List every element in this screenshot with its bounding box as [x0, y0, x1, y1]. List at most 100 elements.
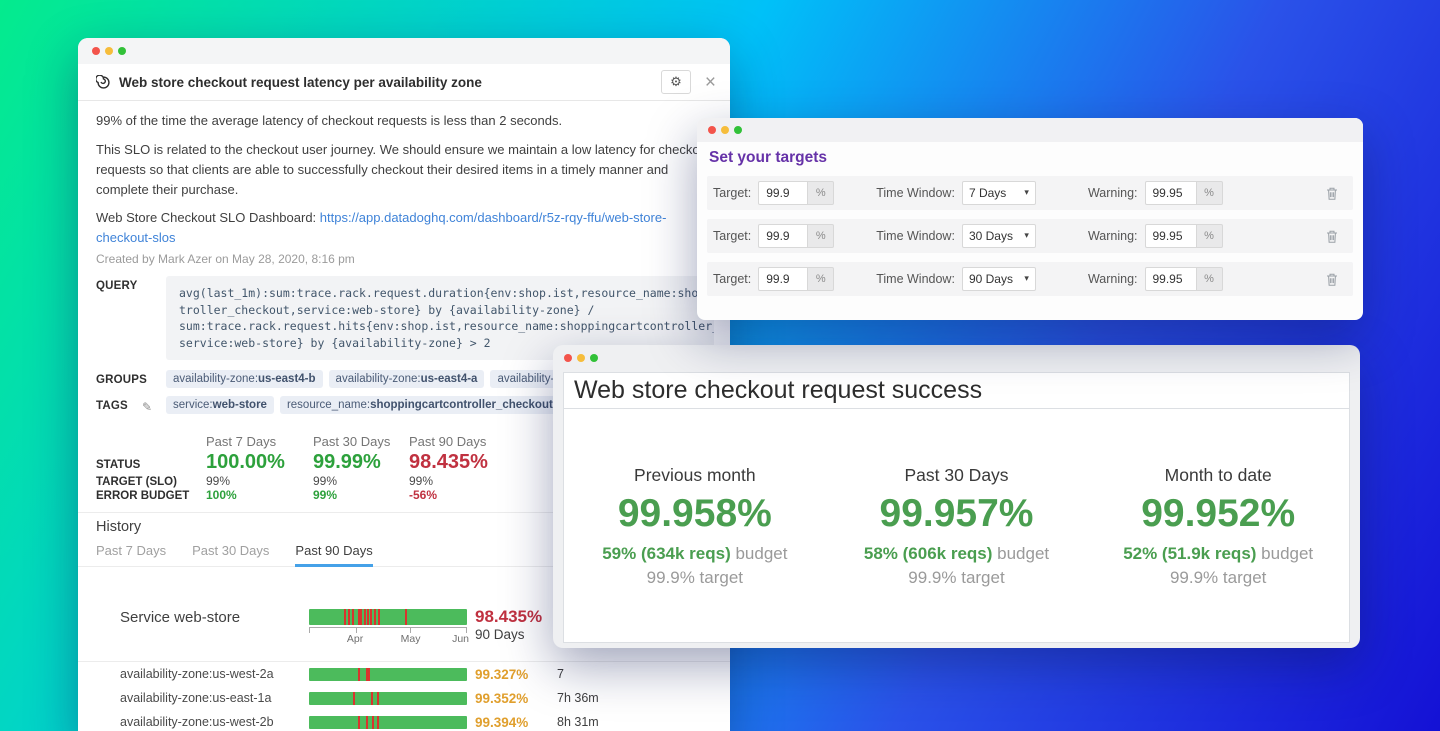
tab-past-90-days[interactable]: Past 90 Days	[295, 543, 373, 567]
zone-status-value: 99.352%	[475, 690, 529, 706]
zone-status-value: 99.327%	[475, 666, 529, 682]
window-close-dot[interactable]	[708, 126, 716, 134]
slo-title: Web store checkout request latency per a…	[119, 74, 482, 90]
success-percentage: 99.952%	[1141, 492, 1296, 535]
axis-tick-label: May	[400, 633, 421, 645]
success-col-label: Past 30 Days	[904, 465, 1009, 485]
target-row-label: TARGET (SLO)	[96, 476, 177, 488]
edit-tags-icon[interactable]: ✎	[142, 400, 153, 414]
time-window-select[interactable]: 90 Days ▾	[961, 267, 1036, 291]
status-col-header: Past 7 Days	[206, 434, 277, 449]
status-row-label: STATUS	[96, 459, 141, 471]
target-row-30-days: Target: 99.9% Time Window: 30 Days ▾ Warn…	[707, 219, 1353, 253]
dashboard-label: Web Store Checkout SLO Dashboard:	[96, 210, 320, 225]
success-col-label: Previous month	[634, 465, 756, 485]
target-label: Target:	[713, 186, 752, 200]
delete-row-trash-icon[interactable]	[1325, 186, 1339, 201]
zone-status-value: 99.394%	[475, 714, 529, 730]
success-target-line: 99.9% target	[1169, 568, 1267, 587]
zone-history-row: availability-zone:us-east-1a 99.352% 7h …	[96, 686, 714, 710]
warning-label: Warning:	[1087, 272, 1138, 286]
error-budget-value: -56%	[409, 488, 438, 502]
window-close-dot[interactable]	[92, 47, 100, 55]
success-target-line: 99.9% target	[646, 568, 744, 587]
success-budget-line: 59% (634k reqs) budget	[602, 544, 788, 563]
window-zoom-dot[interactable]	[590, 354, 598, 362]
target-input[interactable]: 99.9	[758, 181, 809, 205]
close-icon[interactable]: ×	[704, 71, 716, 93]
status-value: 100.00%	[206, 451, 285, 473]
percent-suffix: %	[808, 224, 835, 248]
group-pill: availability-zone:us-east4-a	[328, 370, 485, 388]
time-window-label: Time Window:	[876, 272, 955, 286]
success-budget-line: 52% (51.9k reqs) budget	[1123, 544, 1314, 563]
zone-history-row: availability-zone:us-west-2a 99.327% 7	[96, 662, 714, 686]
chevron-down-icon: ▾	[1024, 231, 1029, 241]
axis-tick-label: Jun	[452, 633, 469, 645]
error-budget-row-label: ERROR BUDGET	[96, 490, 190, 502]
zone-budget-value: 8h 31m	[557, 715, 599, 729]
window-length-label: 90 Days	[475, 627, 525, 642]
tab-past-30-days[interactable]: Past 30 Days	[192, 543, 270, 558]
success-col-previous-month: Previous month 99.958% 59% (634k reqs) b…	[564, 465, 826, 642]
target-input[interactable]: 99.9	[758, 267, 809, 291]
time-window-select[interactable]: 7 Days ▾	[961, 181, 1036, 205]
error-budget-value: 100%	[206, 488, 237, 502]
delete-row-trash-icon[interactable]	[1325, 229, 1339, 244]
warning-label: Warning:	[1087, 229, 1138, 243]
success-percentage: 99.958%	[617, 492, 772, 535]
window-zoom-dot[interactable]	[734, 126, 742, 134]
tag-pill: resource_name:shoppingcartcontroller_che…	[279, 396, 560, 414]
percent-suffix: %	[1196, 181, 1223, 205]
time-window-label: Time Window:	[876, 186, 955, 200]
slo-titlebar: Web store checkout request latency per a…	[78, 64, 730, 101]
target-input[interactable]: 99.9	[758, 224, 809, 248]
query-text: avg(last_1m):sum:trace.rack.request.dura…	[166, 276, 714, 360]
service-history-row: Service web-store 98.435%	[96, 607, 714, 627]
axis-tick-label: Apr	[346, 633, 364, 645]
warning-input[interactable]: 99.95	[1144, 224, 1197, 248]
window-minimize-dot[interactable]	[721, 126, 729, 134]
slo-content: 99% of the time the average latency of c…	[78, 101, 730, 731]
warning-input[interactable]: 99.95	[1144, 267, 1197, 291]
window-chrome	[78, 38, 730, 64]
percent-suffix: %	[808, 181, 835, 205]
window-close-dot[interactable]	[564, 354, 572, 362]
slo-description-2: This SLO is related to the checkout user…	[96, 142, 711, 197]
groups-label: GROUPS	[96, 374, 148, 386]
query-row: QUERY avg(last_1m):sum:trace.rack.reques…	[96, 276, 714, 360]
delete-row-trash-icon[interactable]	[1325, 272, 1339, 287]
time-window-select[interactable]: 30 Days ▾	[961, 224, 1036, 248]
gear-button[interactable]: ⚙	[660, 70, 691, 94]
window-zoom-dot[interactable]	[118, 47, 126, 55]
success-window: Web store checkout request success Previ…	[553, 345, 1360, 648]
slo-spiral-icon	[96, 74, 111, 90]
success-col-month-to-date: Month to date 99.952% 52% (51.9k reqs) b…	[1087, 465, 1349, 642]
window-minimize-dot[interactable]	[577, 354, 585, 362]
target-row-90-days: Target: 99.9% Time Window: 90 Days ▾ Warn…	[707, 262, 1353, 296]
success-title: Web store checkout request success	[574, 376, 983, 404]
history-tabs: Past 7 Days Past 30 Days Past 90 Days	[78, 543, 730, 567]
group-pill: availability-zone:us-east4-b	[166, 370, 323, 388]
target-value: 99%	[313, 474, 338, 488]
status-table: Past 7 Days Past 30 Days Past 90 Days ST…	[96, 434, 714, 502]
time-window-label: Time Window:	[876, 229, 955, 243]
window-minimize-dot[interactable]	[105, 47, 113, 55]
zone-label: availability-zone:us-west-2b	[120, 715, 274, 729]
target-value: 99%	[206, 474, 231, 488]
zone-history-bar	[309, 691, 467, 705]
success-col-label: Month to date	[1164, 465, 1272, 485]
zone-budget-value: 7	[557, 667, 564, 681]
error-budget-value: 99%	[313, 488, 338, 502]
window-chrome	[553, 345, 1360, 371]
set-targets-window: Set your targets Target: 99.9% Time Wind…	[697, 118, 1363, 320]
service-label: Service web-store	[120, 608, 241, 626]
dashboard-link[interactable]: https://app.datadoghq.com/dashboard/r5z-…	[96, 210, 667, 245]
target-label: Target:	[713, 272, 752, 286]
warning-input[interactable]: 99.95	[1144, 181, 1197, 205]
chevron-down-icon: ▾	[1024, 274, 1029, 284]
tab-past-7-days[interactable]: Past 7 Days	[96, 543, 167, 558]
success-col-past-30-days: Past 30 Days 99.957% 58% (606k reqs) bud…	[826, 465, 1088, 642]
created-by: Created by Mark Azer on May 28, 2020, 8:…	[96, 252, 355, 266]
status-value: 98.435%	[409, 451, 488, 473]
